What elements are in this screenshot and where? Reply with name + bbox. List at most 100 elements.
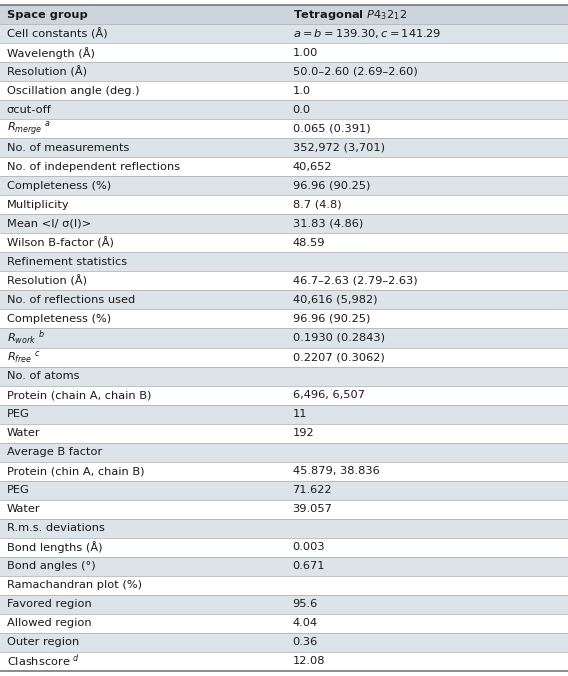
Text: No. of atoms: No. of atoms bbox=[7, 371, 80, 381]
Text: Clashscore $^{d}$: Clashscore $^{d}$ bbox=[7, 653, 80, 669]
Bar bbox=[0, 518, 568, 537]
Text: 8.7 (4.8): 8.7 (4.8) bbox=[293, 200, 341, 210]
Text: 352,972 (3,701): 352,972 (3,701) bbox=[293, 143, 385, 153]
Text: 4.04: 4.04 bbox=[293, 618, 318, 628]
Text: 31.83 (4.86): 31.83 (4.86) bbox=[293, 219, 363, 229]
Bar bbox=[0, 329, 568, 347]
Text: Protein (chin A, chain B): Protein (chin A, chain B) bbox=[7, 466, 144, 476]
Bar bbox=[0, 195, 568, 214]
Text: $R_{free}$ $^{c}$: $R_{free}$ $^{c}$ bbox=[7, 349, 41, 365]
Bar bbox=[0, 101, 568, 120]
Text: 48.59: 48.59 bbox=[293, 238, 325, 248]
Text: 96.96 (90.25): 96.96 (90.25) bbox=[293, 314, 370, 324]
Bar bbox=[0, 81, 568, 101]
Text: Multiplicity: Multiplicity bbox=[7, 200, 69, 210]
Text: Bond angles (°): Bond angles (°) bbox=[7, 561, 95, 571]
Text: Allowed region: Allowed region bbox=[7, 618, 91, 628]
Text: 0.065 (0.391): 0.065 (0.391) bbox=[293, 124, 370, 134]
Text: Wavelength (Å): Wavelength (Å) bbox=[7, 47, 95, 59]
Text: 0.003: 0.003 bbox=[293, 542, 325, 552]
Text: Space group: Space group bbox=[7, 10, 87, 20]
Bar bbox=[0, 62, 568, 81]
Text: 6,496, 6,507: 6,496, 6,507 bbox=[293, 390, 365, 400]
Bar bbox=[0, 385, 568, 404]
Bar bbox=[0, 310, 568, 329]
Text: 0.2207 (0.3062): 0.2207 (0.3062) bbox=[293, 352, 385, 362]
Text: 0.36: 0.36 bbox=[293, 637, 318, 647]
Bar bbox=[0, 291, 568, 310]
Text: 71.622: 71.622 bbox=[293, 485, 332, 495]
Text: 45.879, 38.836: 45.879, 38.836 bbox=[293, 466, 379, 476]
Text: Water: Water bbox=[7, 504, 40, 514]
Bar bbox=[0, 633, 568, 652]
Bar bbox=[0, 139, 568, 158]
Text: 192: 192 bbox=[293, 428, 314, 438]
Bar bbox=[0, 595, 568, 614]
Bar bbox=[0, 24, 568, 43]
Text: 0.1930 (0.2843): 0.1930 (0.2843) bbox=[293, 333, 385, 343]
Bar bbox=[0, 462, 568, 481]
Bar bbox=[0, 537, 568, 556]
Text: PEG: PEG bbox=[7, 485, 30, 495]
Bar bbox=[0, 443, 568, 462]
Text: Ramachandran plot (%): Ramachandran plot (%) bbox=[7, 580, 142, 590]
Text: R.m.s. deviations: R.m.s. deviations bbox=[7, 523, 105, 533]
Text: 39.057: 39.057 bbox=[293, 504, 332, 514]
Text: PEG: PEG bbox=[7, 409, 30, 419]
Text: 1.00: 1.00 bbox=[293, 48, 318, 58]
Text: Completeness (%): Completeness (%) bbox=[7, 314, 111, 324]
Text: Oscillation angle (deg.): Oscillation angle (deg.) bbox=[7, 86, 139, 96]
Bar bbox=[0, 43, 568, 62]
Text: Mean <I/ σ(I)>: Mean <I/ σ(I)> bbox=[7, 219, 91, 229]
Bar bbox=[0, 233, 568, 252]
Bar bbox=[0, 556, 568, 575]
Text: 12.08: 12.08 bbox=[293, 656, 325, 666]
Text: Average B factor: Average B factor bbox=[7, 447, 102, 457]
Text: Water: Water bbox=[7, 428, 40, 438]
Bar bbox=[0, 500, 568, 518]
Bar bbox=[0, 120, 568, 139]
Bar bbox=[0, 404, 568, 424]
Bar bbox=[0, 652, 568, 671]
Text: 40,652: 40,652 bbox=[293, 162, 332, 172]
Bar bbox=[0, 366, 568, 385]
Text: Tetragonal $P4_32_12$: Tetragonal $P4_32_12$ bbox=[293, 8, 407, 22]
Bar bbox=[0, 176, 568, 195]
Text: Resolution (Å): Resolution (Å) bbox=[7, 66, 87, 78]
Text: Outer region: Outer region bbox=[7, 637, 79, 647]
Text: Cell constants (Å): Cell constants (Å) bbox=[7, 28, 107, 40]
Bar bbox=[0, 481, 568, 500]
Text: $R_{work}$ $^{b}$: $R_{work}$ $^{b}$ bbox=[7, 329, 45, 347]
Text: 95.6: 95.6 bbox=[293, 599, 318, 609]
Bar bbox=[0, 575, 568, 595]
Text: 0.671: 0.671 bbox=[293, 561, 325, 571]
Bar bbox=[0, 214, 568, 233]
Text: σcut-off: σcut-off bbox=[7, 105, 52, 115]
Text: 46.7–2.63 (2.79–2.63): 46.7–2.63 (2.79–2.63) bbox=[293, 276, 417, 286]
Text: $R_{merge}$ $^{a}$: $R_{merge}$ $^{a}$ bbox=[7, 120, 51, 138]
Text: Resolution (Å): Resolution (Å) bbox=[7, 275, 87, 287]
Text: Wilson B-factor (Å): Wilson B-factor (Å) bbox=[7, 237, 114, 249]
Text: Favored region: Favored region bbox=[7, 599, 91, 609]
Text: No. of independent reflections: No. of independent reflections bbox=[7, 162, 180, 172]
Text: 1.0: 1.0 bbox=[293, 86, 311, 96]
Bar bbox=[0, 5, 568, 24]
Text: 50.0–2.60 (2.69–2.60): 50.0–2.60 (2.69–2.60) bbox=[293, 67, 417, 77]
Text: 40,616 (5,982): 40,616 (5,982) bbox=[293, 295, 377, 305]
Bar bbox=[0, 252, 568, 272]
Text: Refinement statistics: Refinement statistics bbox=[7, 257, 127, 267]
Text: Completeness (%): Completeness (%) bbox=[7, 181, 111, 191]
Text: $a = b = 139.30, c = 141.29$: $a = b = 139.30, c = 141.29$ bbox=[293, 28, 441, 41]
Text: Protein (chain A, chain B): Protein (chain A, chain B) bbox=[7, 390, 151, 400]
Bar bbox=[0, 424, 568, 443]
Bar bbox=[0, 272, 568, 291]
Bar bbox=[0, 347, 568, 366]
Text: No. of measurements: No. of measurements bbox=[7, 143, 129, 153]
Text: No. of reflections used: No. of reflections used bbox=[7, 295, 135, 305]
Text: 0.0: 0.0 bbox=[293, 105, 311, 115]
Text: Bond lengths (Å): Bond lengths (Å) bbox=[7, 541, 102, 553]
Text: 11: 11 bbox=[293, 409, 307, 419]
Bar bbox=[0, 614, 568, 633]
Bar bbox=[0, 158, 568, 176]
Text: 96.96 (90.25): 96.96 (90.25) bbox=[293, 181, 370, 191]
